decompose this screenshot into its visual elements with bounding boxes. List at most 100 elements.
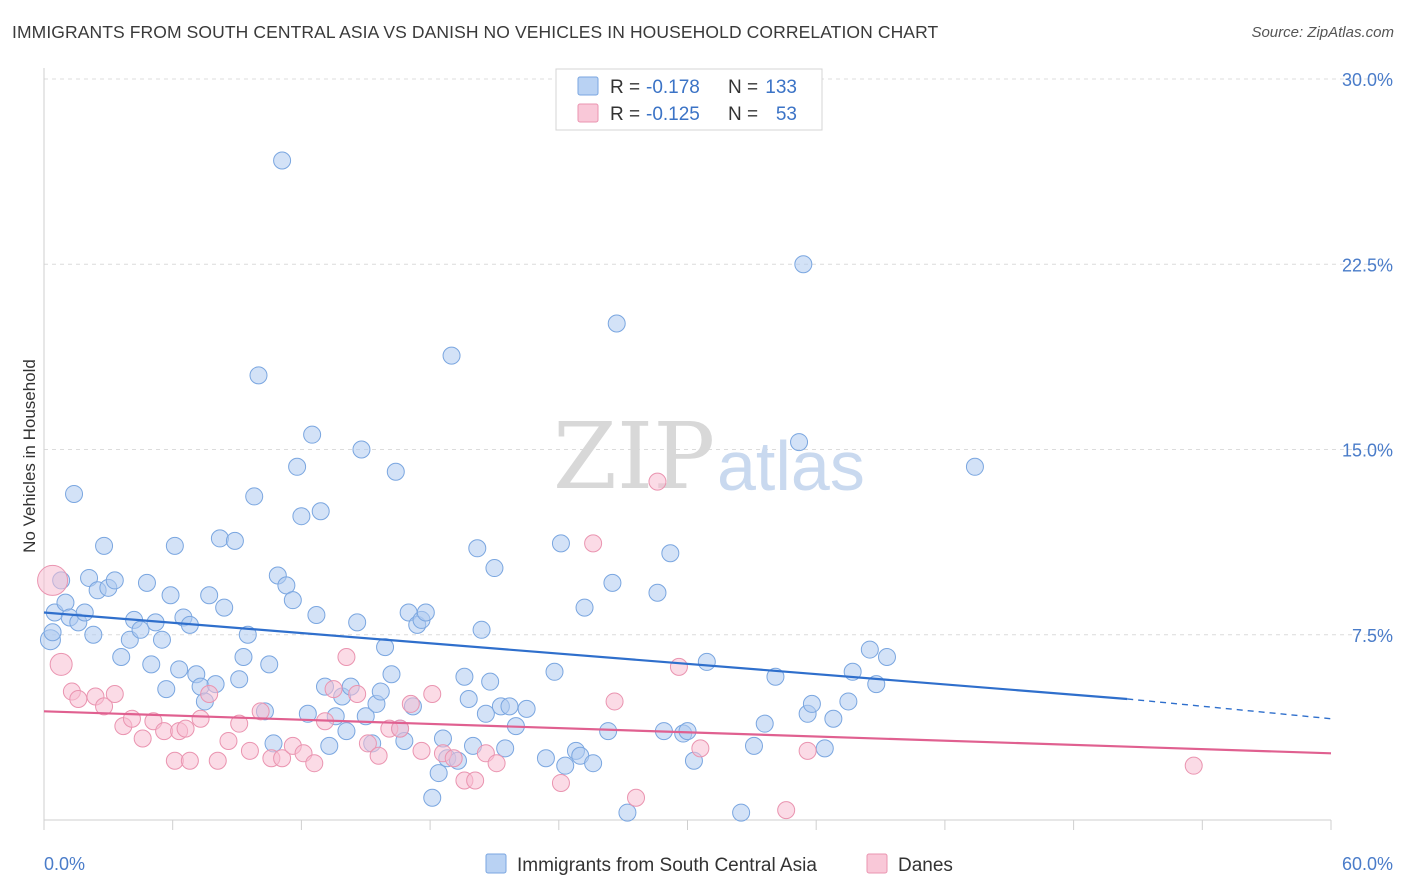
point-immigrants	[603, 573, 622, 592]
point-immigrants	[382, 665, 401, 684]
point-immigrants	[234, 647, 253, 666]
series-legend-swatch-immigrants	[485, 853, 507, 874]
point-immigrants	[75, 603, 94, 622]
point-immigrants	[732, 803, 751, 822]
point-danes	[122, 709, 141, 728]
point-immigrants	[472, 620, 491, 639]
point-danes	[369, 746, 388, 765]
point-immigrants	[348, 613, 367, 632]
point-danes	[627, 788, 646, 807]
y-tick-label: 15.0%	[1342, 441, 1393, 461]
point-immigrants	[303, 425, 322, 444]
point-danes	[180, 751, 199, 770]
point-immigrants	[230, 670, 249, 689]
point-immigrants	[599, 722, 618, 741]
point-immigrants	[386, 462, 405, 481]
point-immigrants	[536, 749, 555, 768]
point-immigrants	[481, 672, 500, 691]
point-immigrants	[815, 739, 834, 758]
x-tick-label-min: 0.0%	[44, 854, 85, 874]
point-immigrants	[95, 536, 114, 555]
point-immigrants	[215, 598, 234, 617]
point-immigrants	[65, 484, 84, 503]
chart-source: Source: ZipAtlas.com	[1251, 24, 1394, 41]
point-immigrants	[142, 655, 161, 674]
chart-title: IMMIGRANTS FROM SOUTH CENTRAL ASIA VS DA…	[12, 22, 939, 42]
series-legend-label-danes: Danes	[898, 855, 953, 876]
point-immigrants	[556, 756, 575, 775]
point-danes	[133, 729, 152, 748]
grid-lines	[44, 78, 1391, 636]
point-immigrants	[152, 630, 171, 649]
point-immigrants	[485, 559, 504, 578]
point-immigrants	[584, 754, 603, 773]
point-danes	[176, 719, 195, 738]
point-danes	[251, 702, 270, 721]
point-danes	[105, 685, 124, 704]
point-immigrants	[112, 647, 131, 666]
point-danes	[273, 749, 292, 768]
x-ticks	[43, 820, 1332, 830]
point-danes	[798, 741, 817, 760]
point-immigrants	[288, 457, 307, 476]
point-immigrants	[575, 598, 594, 617]
point-immigrants	[170, 660, 189, 679]
point-immigrants	[877, 647, 896, 666]
x-tick-label-max: 60.0%	[1342, 854, 1393, 874]
legend-r-value-2: -0.125	[646, 104, 700, 125]
point-immigrants	[264, 734, 283, 753]
trend-line-immigrants-extension	[1127, 698, 1332, 720]
point-danes	[208, 751, 227, 770]
point-immigrants	[824, 709, 843, 728]
point-danes	[584, 534, 603, 553]
point-immigrants	[105, 571, 124, 590]
point-danes	[423, 685, 442, 704]
point-immigrants	[356, 707, 375, 726]
point-danes	[691, 739, 710, 758]
trend-line-immigrants	[43, 611, 1128, 701]
point-danes	[37, 564, 69, 596]
point-immigrants	[273, 151, 292, 170]
point-danes	[412, 741, 431, 760]
series-legend-label-immigrants: Immigrants from South Central Asia	[517, 855, 817, 876]
point-immigrants	[260, 655, 279, 674]
point-danes	[240, 741, 259, 760]
point-immigrants	[320, 736, 339, 755]
point-danes	[95, 697, 114, 716]
point-immigrants	[500, 697, 519, 716]
point-immigrants	[371, 682, 390, 701]
point-immigrants	[429, 764, 448, 783]
point-immigrants	[661, 544, 680, 563]
point-danes	[155, 722, 174, 741]
point-immigrants	[277, 576, 296, 595]
point-immigrants	[839, 692, 858, 711]
point-danes	[487, 754, 506, 773]
point-immigrants	[376, 638, 395, 657]
legend-n-value-1: 133	[765, 77, 797, 98]
point-immigrants	[607, 314, 626, 333]
trend-line-danes	[43, 710, 1332, 755]
y-tick-label: 22.5%	[1342, 255, 1393, 275]
point-immigrants	[80, 568, 99, 587]
point-immigrants	[766, 667, 785, 686]
legend-n-value-2: 53	[776, 104, 797, 125]
y-tick-label: 30.0%	[1342, 70, 1393, 90]
y-tick-label: 7.5%	[1352, 626, 1393, 646]
correlation-legend: R = -0.178 N = 133 R = -0.125 N = 53	[555, 68, 823, 131]
point-immigrants	[249, 366, 268, 385]
point-danes	[348, 685, 367, 704]
point-immigrants	[137, 573, 156, 592]
point-immigrants	[790, 433, 809, 452]
point-immigrants	[468, 539, 487, 558]
point-danes	[69, 689, 88, 708]
point-immigrants	[517, 699, 536, 718]
point-immigrants	[245, 487, 264, 506]
point-immigrants	[648, 583, 667, 602]
point-danes	[358, 734, 377, 753]
legend-n-label-1: N =	[728, 77, 758, 98]
point-danes	[777, 801, 796, 820]
point-immigrants	[455, 667, 474, 686]
point-immigrants	[545, 662, 564, 681]
point-immigrants	[459, 689, 478, 708]
trend-lines	[43, 611, 1332, 755]
